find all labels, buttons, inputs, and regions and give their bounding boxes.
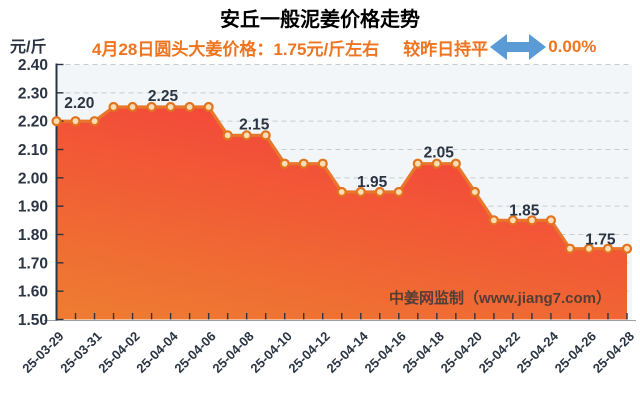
data-point-marker — [526, 215, 538, 226]
y-axis-unit-label: 元/斤 — [10, 39, 47, 56]
y-axis-tick-label: 1.70 — [18, 255, 48, 272]
data-point-marker — [184, 101, 195, 113]
data-point-marker — [127, 101, 138, 113]
y-axis-tick-label: 1.60 — [18, 284, 48, 301]
point-value-label: 1.75 — [585, 232, 616, 249]
data-point-marker — [317, 158, 328, 169]
data-point-marker — [298, 158, 309, 169]
y-axis-tick-label: 1.90 — [18, 199, 48, 216]
data-point-marker — [336, 186, 347, 198]
subtitle-bar: 4月28日圆头大姜价格：1.75元/斤左右 较昨日持平 0.00% — [92, 33, 596, 61]
subtitle-price-text: 4月28日圆头大姜价格：1.75元/斤左右 — [92, 39, 380, 59]
data-point-marker — [621, 243, 633, 254]
area-series — [56, 107, 627, 320]
data-point-marker — [374, 186, 385, 198]
data-point-marker — [165, 101, 176, 113]
y-axis-tick-label: 2.10 — [18, 142, 48, 159]
y-axis-tick-label: 2.00 — [18, 170, 48, 187]
data-point-marker — [431, 158, 442, 169]
data-point-marker — [469, 186, 480, 198]
data-point-marker — [241, 130, 252, 141]
y-axis-tick-label: 1.50 — [18, 312, 48, 329]
data-point-marker — [108, 101, 119, 113]
page-title: 安丘一般泥姜价格走势 — [220, 9, 420, 31]
data-point-marker — [412, 158, 423, 169]
data-point-marker — [450, 158, 461, 169]
point-value-label: 2.15 — [239, 116, 270, 133]
subtitle-change-percent: 0.00% — [548, 37, 597, 56]
watermark-text: 中姜网监制（www.jiang7.com） — [389, 289, 611, 307]
data-point-marker — [89, 116, 100, 127]
data-point-marker — [602, 243, 614, 254]
point-value-label: 1.95 — [357, 174, 388, 191]
data-point-marker — [564, 243, 576, 254]
data-point-marker — [222, 130, 233, 141]
data-point-marker — [260, 130, 271, 141]
left-right-arrow-icon — [490, 34, 547, 60]
data-point-marker — [507, 215, 519, 226]
point-value-label: 1.85 — [509, 202, 540, 219]
data-point-marker — [355, 186, 366, 198]
point-value-label: 2.05 — [424, 145, 455, 162]
subtitle-compare-text: 较昨日持平 — [403, 39, 489, 59]
y-axis-tick-label: 2.20 — [18, 114, 48, 131]
data-point-marker — [51, 116, 62, 127]
x-axis-tick-label: 25-04-28 — [590, 329, 637, 376]
point-value-label: 2.20 — [64, 95, 94, 112]
data-point-marker — [393, 186, 404, 198]
y-axis-tick-label: 1.80 — [18, 227, 48, 244]
y-axis-tick-label: 2.40 — [18, 57, 48, 74]
data-point-marker — [203, 101, 214, 113]
data-point-marker — [545, 215, 557, 226]
data-point-marker — [146, 101, 157, 113]
data-point-marker — [279, 158, 290, 169]
y-axis-tick-label: 2.30 — [18, 85, 48, 102]
data-point-marker — [488, 215, 499, 226]
point-value-label: 2.25 — [148, 88, 179, 105]
data-point-marker — [70, 116, 81, 127]
data-point-marker — [583, 243, 595, 254]
